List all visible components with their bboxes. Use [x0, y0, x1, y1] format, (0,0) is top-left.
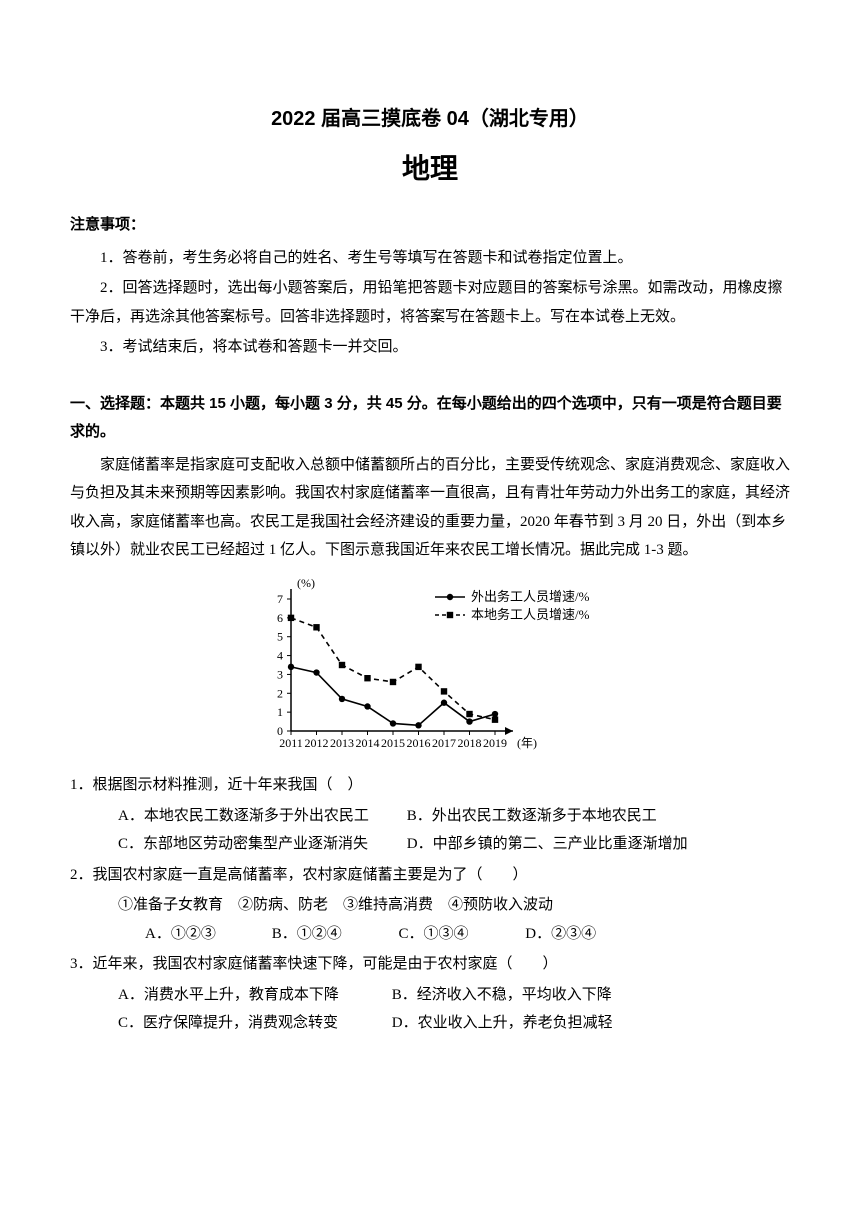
q2-stem: 2．我国农村家庭一直是高储蓄率，农村家庭储蓄主要是为了（ ）	[70, 861, 790, 890]
q2-opt-b: B．①②④	[272, 920, 395, 949]
q3-stem: 3．近年来，我国农村家庭储蓄率快速下降，可能是由于农村家庭（ ）	[70, 950, 790, 979]
svg-text:5: 5	[277, 629, 283, 643]
section-heading: 一、选择题：本题共 15 小题，每小题 3 分，共 45 分。在每小题给出的四个…	[70, 390, 790, 447]
line-chart: (%)0123456720112012201320142015201620172…	[70, 575, 790, 766]
svg-text:7: 7	[277, 592, 283, 606]
svg-text:2019: 2019	[483, 736, 507, 750]
q1-stem: 1．根据图示材料推测，近十年来我国（ ）	[70, 771, 790, 800]
q3-opt-b: B．经济收入不稳，平均收入下降	[392, 981, 612, 1010]
chart-svg: (%)0123456720112012201320142015201620172…	[245, 575, 615, 755]
svg-text:外出务工人员增速/%: 外出务工人员增速/%	[471, 589, 590, 604]
exam-title-line2: 地理	[70, 142, 790, 195]
q1-opts-row2: C．东部地区劳动密集型产业逐渐消失 D．中部乡镇的第二、三产业比重逐渐增加	[70, 830, 790, 859]
q2-choices-line: ①准备子女教育 ②防病、防老 ③维持高消费 ④预防收入波动	[70, 891, 790, 920]
q1-opts-row1: A．本地农民工数逐渐多于外出农民工 B．外出农民工数逐渐多于本地农民工	[70, 802, 790, 831]
q3-opt-a: A．消费水平上升，教育成本下降	[118, 981, 388, 1010]
svg-text:2016: 2016	[407, 736, 431, 750]
exam-title-line1: 2022 届高三摸底卷 04（湖北专用）	[70, 100, 790, 138]
q1-opt-c: C．东部地区劳动密集型产业逐渐消失	[118, 830, 403, 859]
section-heading-text: 一、选择题：本题共 15 小题，每小题 3 分，共 45 分。在每小题给出的四个…	[70, 395, 782, 441]
q3-opt-c: C．医疗保障提升，消费观念转变	[118, 1009, 388, 1038]
q2-opt-d: D．②③④	[525, 920, 648, 949]
question-3: 3．近年来，我国农村家庭储蓄率快速下降，可能是由于农村家庭（ ） A．消费水平上…	[70, 950, 790, 1038]
q2-opt-a: A．①②③	[145, 920, 268, 949]
q3-opts-row1: A．消费水平上升，教育成本下降 B．经济收入不稳，平均收入下降	[70, 981, 790, 1010]
svg-text:本地务工人员增速/%: 本地务工人员增速/%	[471, 607, 590, 622]
q1-opt-d: D．中部乡镇的第二、三产业比重逐渐增加	[407, 830, 688, 859]
svg-text:1: 1	[277, 705, 283, 719]
q1-opt-a: A．本地农民工数逐渐多于外出农民工	[118, 802, 403, 831]
question-2: 2．我国农村家庭一直是高储蓄率，农村家庭储蓄主要是为了（ ） ①准备子女教育 ②…	[70, 861, 790, 949]
svg-text:2017: 2017	[432, 736, 456, 750]
svg-text:2014: 2014	[356, 736, 380, 750]
q2-opts: A．①②③ B．①②④ C．①③④ D．②③④	[70, 920, 790, 949]
svg-text:6: 6	[277, 611, 283, 625]
question-1: 1．根据图示材料推测，近十年来我国（ ） A．本地农民工数逐渐多于外出农民工 B…	[70, 771, 790, 859]
svg-text:2: 2	[277, 686, 283, 700]
svg-text:2011: 2011	[279, 736, 303, 750]
svg-text:3: 3	[277, 667, 283, 681]
passage-text: 家庭储蓄率是指家庭可支配收入总额中储蓄额所占的百分比，主要受传统观念、家庭消费观…	[70, 451, 790, 565]
q2-opt-c: C．①③④	[399, 920, 522, 949]
q3-opt-d: D．农业收入上升，养老负担减轻	[392, 1009, 613, 1038]
q3-opts-row2: C．医疗保障提升，消费观念转变 D．农业收入上升，养老负担减轻	[70, 1009, 790, 1038]
svg-text:(%): (%)	[297, 576, 315, 590]
svg-text:2012: 2012	[305, 736, 329, 750]
notice-item: 1．答卷前，考生务必将自己的姓名、考生号等填写在答题卡和试卷指定位置上。	[70, 244, 790, 273]
svg-text:(年): (年)	[517, 736, 537, 750]
notice-item: 2．回答选择题时，选出每小题答案后，用铅笔把答题卡对应题目的答案标号涂黑。如需改…	[70, 274, 790, 331]
svg-text:2013: 2013	[330, 736, 354, 750]
svg-text:2018: 2018	[458, 736, 482, 750]
q1-opt-b: B．外出农民工数逐渐多于本地农民工	[407, 802, 657, 831]
notice-item: 3．考试结束后，将本试卷和答题卡一并交回。	[70, 333, 790, 362]
notice-heading: 注意事项：	[70, 211, 790, 240]
svg-text:2015: 2015	[381, 736, 405, 750]
svg-text:4: 4	[277, 648, 283, 662]
